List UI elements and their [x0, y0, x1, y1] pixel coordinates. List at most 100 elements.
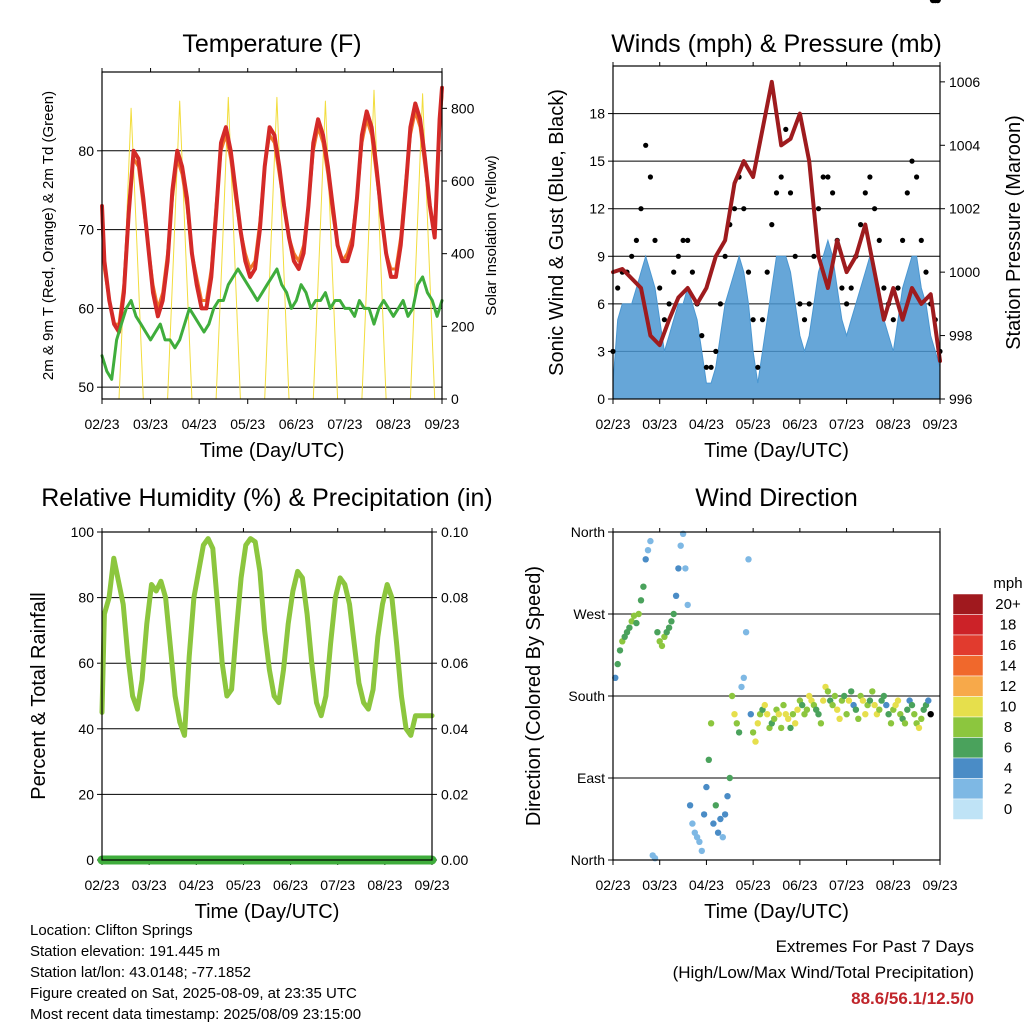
legend-label: 2	[1004, 781, 1012, 798]
speed-color-legend: mph 20+ 18 16 14 12 10 8 6 4 2 0	[952, 575, 1023, 820]
direction-point	[714, 829, 722, 836]
direction-point	[787, 724, 794, 732]
gust-point	[713, 348, 719, 354]
direction-point	[815, 711, 822, 718]
direction-point	[724, 793, 731, 800]
direction-point	[637, 597, 645, 604]
gust-point	[867, 174, 873, 180]
direction-point	[635, 610, 642, 618]
x-axis-label: Time (Day/UTC)	[704, 901, 849, 923]
direction-point	[843, 711, 850, 718]
direction-point	[778, 724, 785, 732]
x-tick-label: 06/23	[782, 416, 817, 432]
gust-point	[811, 253, 817, 259]
direction-point	[845, 697, 853, 704]
gust-point	[872, 206, 878, 212]
y-tick-label: 20	[78, 786, 94, 802]
temperature-chart: Temperature (F)50607080020040060080002/2…	[40, 30, 500, 462]
legend-label: 12	[1000, 678, 1017, 695]
gust-point	[750, 317, 756, 323]
dewpoint-line	[100, 267, 444, 381]
legend-label: 4	[1004, 760, 1012, 777]
extremes-title: Extremes For Past 7 Days	[775, 937, 974, 956]
y-tick-label: 80	[78, 590, 94, 606]
legend-label: 6	[1004, 740, 1012, 757]
direction-point	[820, 697, 827, 704]
x-tick-label: 06/23	[782, 877, 817, 893]
x-tick-label: 08/23	[876, 877, 911, 893]
x-tick-label: 07/23	[320, 877, 355, 893]
direction-point	[869, 688, 876, 695]
legend-swatch	[952, 634, 984, 656]
temp-2m-line	[100, 85, 444, 334]
direction-point	[771, 715, 778, 722]
direction-point	[616, 647, 624, 654]
direction-point	[834, 706, 841, 713]
direction-point	[717, 815, 724, 823]
gust-point	[741, 206, 747, 212]
legend-label: 20+	[995, 596, 1021, 613]
direction-point	[824, 688, 832, 695]
x-tick-label: 05/23	[226, 877, 261, 893]
direction-point	[785, 715, 792, 722]
x-tick-label: 04/23	[182, 416, 217, 432]
direction-point	[689, 820, 696, 827]
x-tick-label: 02/23	[84, 416, 119, 432]
direction-point	[647, 537, 654, 545]
x-tick-label: 02/23	[595, 877, 630, 893]
direction-point	[885, 711, 892, 718]
y-tick-label: West	[573, 606, 605, 622]
direction-point	[915, 724, 923, 732]
gust-point	[685, 237, 691, 243]
direction-point	[749, 729, 757, 736]
gust-point	[923, 269, 929, 275]
direction-point	[740, 674, 747, 681]
legend-swatch	[952, 737, 984, 759]
legend-swatch	[952, 593, 984, 615]
x-tick-label: 04/23	[689, 877, 724, 893]
gust-point	[638, 206, 644, 212]
legend-swatch	[952, 614, 984, 636]
direction-point	[848, 688, 855, 695]
sonic-wind-area	[612, 238, 941, 400]
gust-point	[904, 190, 910, 196]
direction-point	[794, 706, 801, 713]
legend-label: 18	[1000, 617, 1017, 634]
direction-point	[880, 692, 888, 700]
y-tick-label: 6	[597, 296, 605, 312]
y2-tick-label: 1006	[949, 74, 980, 90]
direction-point	[911, 711, 918, 718]
legend-swatch	[952, 696, 984, 718]
y-tick-label: 70	[78, 222, 94, 238]
direction-point	[733, 720, 740, 727]
y-axis-label: Percent & Total Rainfall	[28, 592, 50, 800]
direction-point	[927, 711, 934, 718]
humidity-line	[99, 536, 435, 738]
y2-axis-label: Solar Insolation (Yellow)	[483, 155, 500, 315]
gust-point	[717, 301, 724, 307]
gust-point	[708, 364, 714, 370]
x-tick-label: 05/23	[736, 877, 771, 893]
direction-point	[682, 565, 689, 572]
gust-point	[914, 174, 920, 180]
direction-point	[675, 565, 682, 572]
direction-point	[642, 556, 649, 563]
direction-point	[745, 556, 752, 563]
y-tick-label: 15	[589, 153, 605, 169]
chart-title: Relative Humidity (%) & Precipitation (i…	[41, 484, 493, 512]
x-tick-label: 08/23	[367, 877, 402, 893]
x-tick-label: 07/23	[327, 416, 362, 432]
legend-swatch	[952, 716, 984, 738]
direction-point	[712, 802, 719, 809]
gust-point	[671, 269, 677, 275]
x-tick-label: 04/23	[179, 877, 214, 893]
direction-point	[918, 715, 925, 722]
y2-tick-label: 0.10	[441, 524, 468, 540]
y2-tick-label: 1000	[949, 264, 980, 280]
gust-point	[825, 174, 831, 180]
y-tick-label: East	[577, 770, 605, 786]
y2-tick-label: 0.00	[441, 852, 468, 868]
gust-point	[652, 237, 658, 243]
gust-point	[848, 285, 854, 291]
direction-point	[894, 697, 902, 704]
